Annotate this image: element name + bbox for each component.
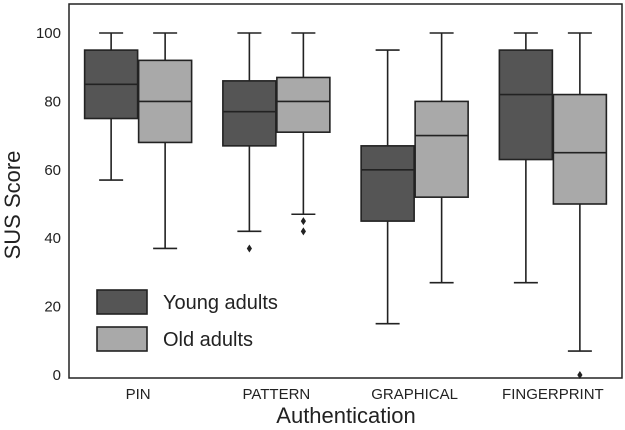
box-young-graphical [360,49,415,325]
y-tick-label: 80 [44,93,61,110]
y-tick-label: 0 [53,367,61,384]
outlier-point [300,217,306,226]
x-tick-label: PIN [126,386,151,403]
x-axis-label: Authentication [276,403,415,428]
box-young-pattern [222,32,277,253]
box-old-fingerprint [552,32,608,379]
outlier-point [300,227,306,236]
y-axis-label: SUS Score [0,151,25,260]
legend-swatch [96,326,148,352]
iqr-box [222,80,277,147]
plot-frame [68,3,623,379]
x-tick-label: FINGERPRINT [502,386,604,403]
outlier-point [577,371,583,379]
iqr-box [498,49,554,161]
legend-swatch [96,289,148,315]
x-tick-label: PATTERN [242,386,310,403]
box-young-pin [83,32,139,181]
outlier-point [246,244,252,253]
x-tick-label: GRAPHICAL [371,386,458,403]
iqr-box [360,145,415,222]
box-young-fingerprint [498,32,554,284]
legend-label: Young adults [163,292,278,314]
iqr-box [414,100,469,198]
box-old-graphical [414,32,469,284]
y-tick-label: 100 [36,25,61,42]
y-tick-label: 60 [44,162,61,179]
y-tick-label: 40 [44,230,61,247]
legend-label: Old adults [163,329,253,351]
iqr-box [552,93,608,205]
box-old-pattern [276,32,331,236]
y-tick-label: 20 [44,299,61,316]
box-old-pin [137,32,193,250]
iqr-box [276,76,331,133]
